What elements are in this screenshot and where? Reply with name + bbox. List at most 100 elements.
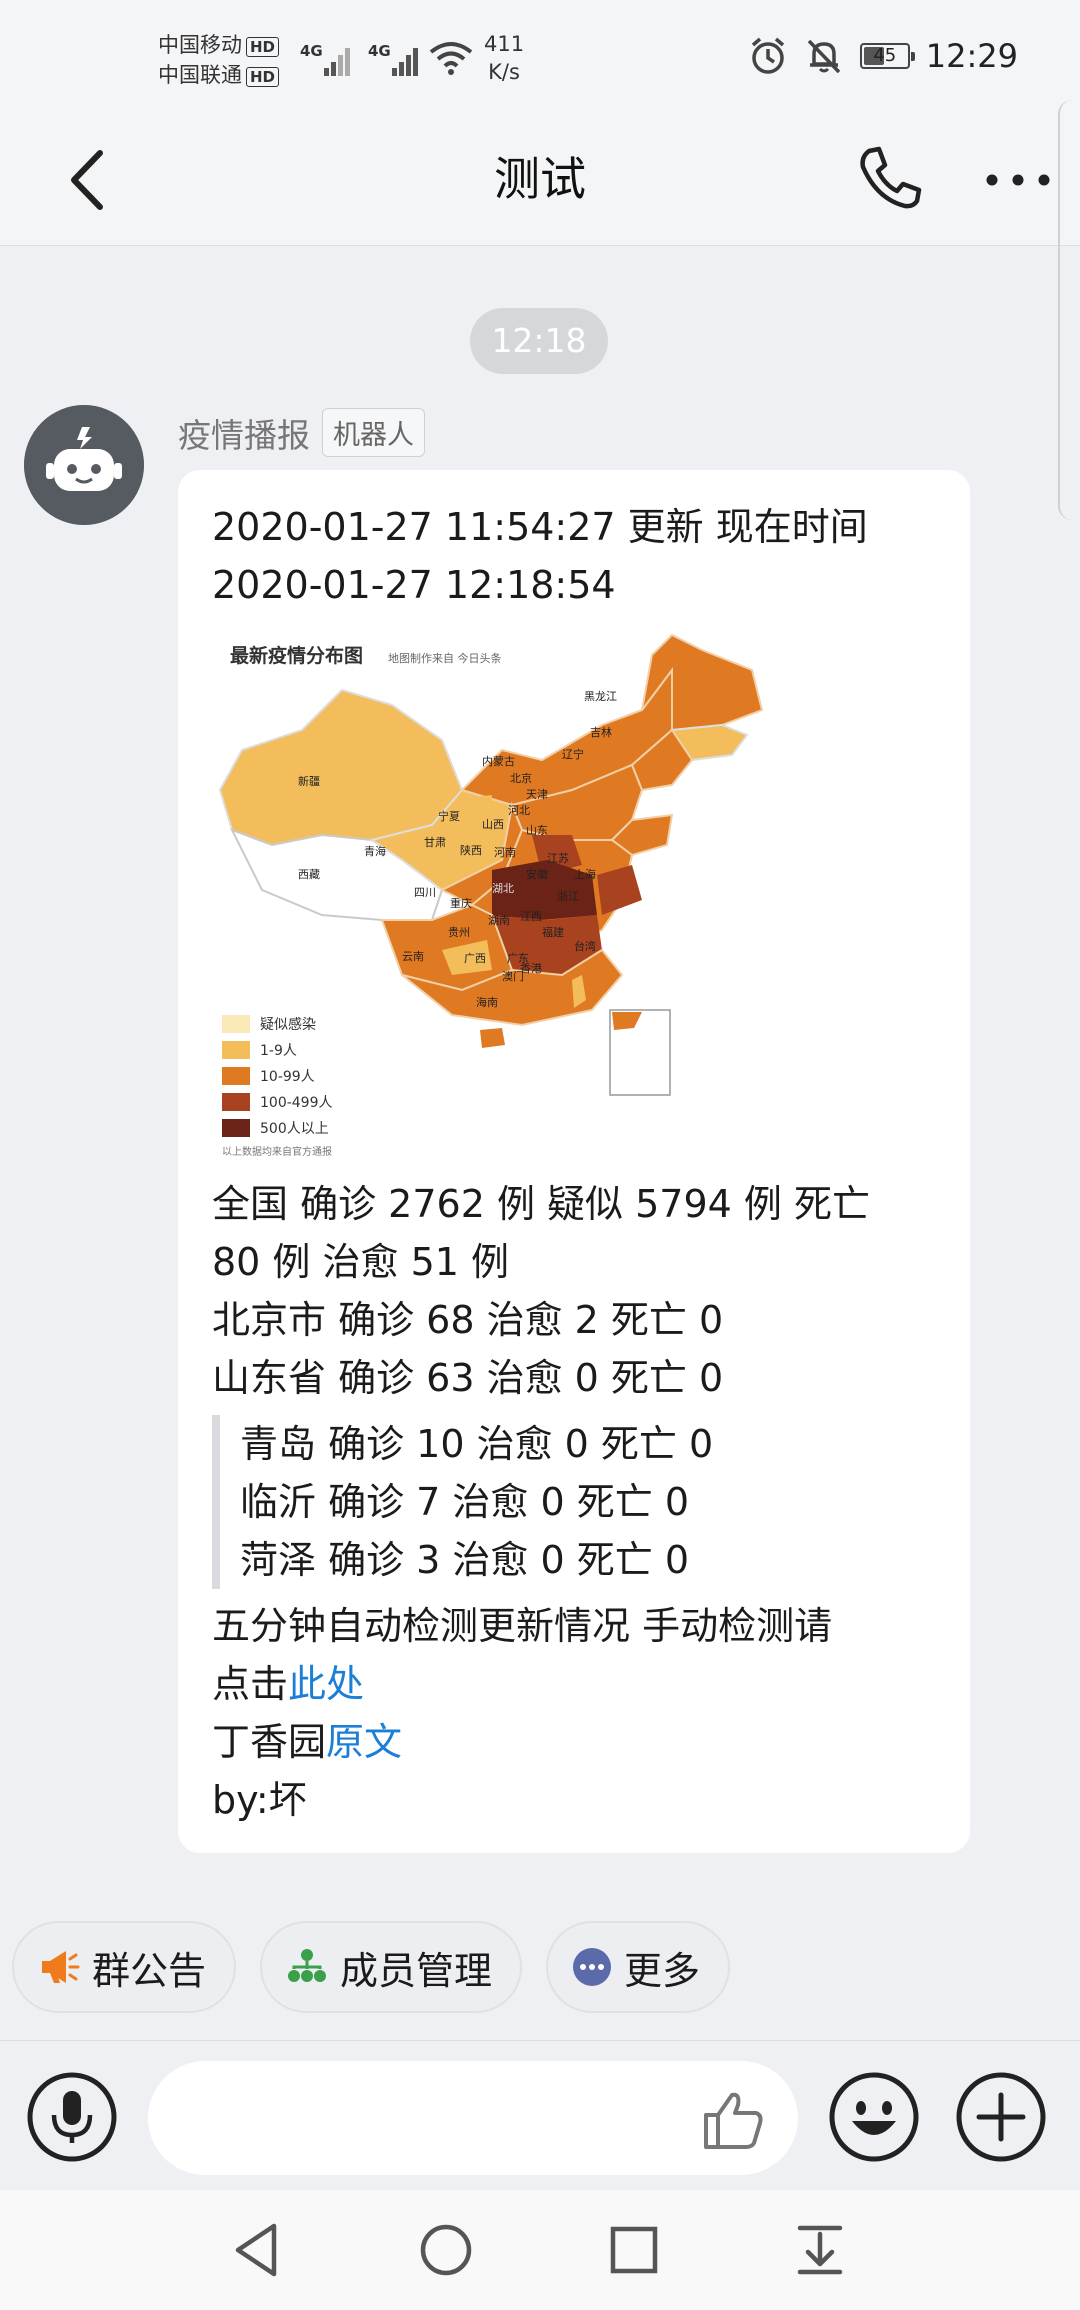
- label-jiangsu: 江苏: [547, 852, 569, 865]
- network-speed: 411 K/s: [484, 30, 524, 86]
- label-hunan: 湖南: [488, 914, 510, 927]
- legend-label-4: 100-499人: [260, 1095, 333, 1111]
- label-liaoning: 辽宁: [562, 747, 584, 761]
- legend-label-5: 500人以上: [260, 1121, 329, 1137]
- label-shanxi: 山西: [482, 818, 504, 831]
- national-stats-cont: 80 例 治愈 51 例: [212, 1240, 510, 1284]
- label-neimenggu: 内蒙古: [482, 754, 515, 768]
- robot-tag: 机器人: [322, 408, 425, 457]
- back-icon[interactable]: [60, 145, 120, 215]
- city-stats-linyi: 临沂 确诊 7 治愈 0 死亡 0: [240, 1480, 690, 1524]
- quick-actions: 群公告 成员管理 更多: [12, 1921, 731, 2013]
- robot-avatar[interactable]: [24, 405, 144, 525]
- label-taiwan: 台湾: [574, 939, 596, 953]
- current-time-line: 2020-01-27 12:18:54: [212, 563, 616, 607]
- click-line: 点击此处: [212, 1655, 936, 1713]
- back-triangle-icon[interactable]: [228, 2220, 284, 2280]
- label-fujian: 福建: [542, 925, 564, 939]
- dxy-line: 丁香园原文: [212, 1713, 936, 1771]
- label-heilongjiang: 黑龙江: [584, 690, 617, 703]
- legend-swatch-1: [222, 1015, 250, 1033]
- label-zhejiang: 浙江: [557, 890, 579, 903]
- label-xizang: 西藏: [298, 868, 320, 881]
- battery-level: 45: [873, 45, 897, 66]
- wifi-icon: [429, 42, 473, 75]
- carrier-1: 中国移动: [158, 33, 242, 57]
- click-here-link[interactable]: 此处: [288, 1662, 365, 1706]
- legend-label-3: 10-99人: [260, 1069, 315, 1085]
- emoji-icon[interactable]: [828, 2071, 920, 2163]
- message-bubble[interactable]: 2020-01-27 11:54:27 更新 现在时间 2020-01-27 1…: [178, 470, 970, 1853]
- speed-value: 411: [484, 32, 525, 56]
- label-jilin: 吉林: [590, 725, 612, 739]
- notification-pull-icon[interactable]: [792, 2220, 848, 2280]
- group-announcement-label: 群公告: [92, 1948, 207, 1993]
- status-bar: 中国移动 HD 中国联通 HD 4G 4G 411 K/s 45: [0, 0, 1080, 115]
- battery-fill: [863, 47, 884, 65]
- thumbs-up-icon[interactable]: [698, 2085, 768, 2155]
- member-management-label: 成员管理: [340, 1948, 493, 1993]
- map-title: 最新疫情分布图: [230, 644, 363, 667]
- legend-swatch-3: [222, 1067, 250, 1085]
- system-navigation-bar: [0, 2190, 1080, 2310]
- label-guizhou: 贵州: [448, 926, 470, 939]
- label-shaanxi: 陕西: [460, 843, 482, 857]
- dxy-prefix: 丁香园: [212, 1720, 327, 1764]
- hd-badge: HD: [246, 67, 280, 87]
- label-guangdong: 广东: [507, 952, 529, 965]
- update-time-line: 2020-01-27 11:54:27 更新 现在时间: [212, 505, 868, 549]
- map-subtitle: 地图制作来自 今日头条: [388, 651, 502, 665]
- region-south: [401, 948, 624, 1027]
- home-circle-icon[interactable]: [416, 2220, 476, 2280]
- region-hainan: [480, 1028, 505, 1048]
- label-shandong: 山东: [526, 824, 548, 837]
- chat-title: 测试: [494, 152, 586, 206]
- signal-icon: 4G: [300, 42, 350, 76]
- microphone-icon[interactable]: [26, 2071, 118, 2163]
- author-line: by:坏: [212, 1778, 307, 1822]
- label-aomen: 澳门: [502, 969, 524, 983]
- auto-check-text: 五分钟自动检测更新情况 手动检测请: [212, 1604, 833, 1648]
- scroll-indicator[interactable]: [1058, 100, 1080, 520]
- status-right: 45 12:29: [748, 36, 1018, 76]
- legend-label-1: 疑似感染: [260, 1016, 316, 1033]
- more-actions-label: 更多: [624, 1948, 701, 1993]
- label-beijing: 北京: [510, 771, 532, 785]
- label-chongqing: 重庆: [450, 896, 472, 910]
- region-heilongjiang: [641, 633, 764, 732]
- more-icon[interactable]: [980, 165, 1060, 195]
- mute-icon: [807, 39, 841, 74]
- epidemic-map-image[interactable]: 最新疫情分布图 地图制作来自 今日头条 新疆 西藏 青海 甘肃 内蒙: [202, 630, 942, 1175]
- region-ningxia-fill: [464, 795, 492, 830]
- message-input-bar: [0, 2040, 1080, 2191]
- label-tianjin: 天津: [526, 788, 548, 801]
- phone-icon[interactable]: [855, 143, 925, 213]
- label-ningxia: 宁夏: [438, 809, 460, 823]
- message-input[interactable]: [148, 2061, 798, 2175]
- label-sichuan: 四川: [414, 886, 436, 899]
- legend-label-2: 1-9人: [260, 1043, 297, 1059]
- label-hainan: 海南: [476, 995, 498, 1009]
- city-stats-qingdao: 青岛 确诊 10 治愈 0 死亡 0: [240, 1422, 714, 1466]
- source-link[interactable]: 原文: [326, 1720, 403, 1764]
- plus-icon[interactable]: [955, 2071, 1047, 2163]
- region-guizhou: [442, 940, 492, 975]
- sender-row: 疫情播报 机器人: [178, 408, 425, 457]
- shandong-stats: 山东省 确诊 63 治愈 0 死亡 0: [212, 1356, 724, 1400]
- alarm-icon: [751, 37, 784, 74]
- more-dots-icon: [573, 1948, 612, 1986]
- member-management-button[interactable]: 成员管理: [260, 1921, 523, 2013]
- label-qinghai: 青海: [364, 844, 386, 858]
- city-stats-quote: 青岛 确诊 10 治愈 0 死亡 0 临沂 确诊 7 治愈 0 死亡 0 菏泽 …: [212, 1415, 936, 1589]
- legend-swatch-2: [222, 1041, 250, 1059]
- recents-square-icon[interactable]: [606, 2220, 662, 2280]
- region-taiwan: [572, 975, 586, 1008]
- group-announcement-button[interactable]: 群公告: [12, 1921, 237, 2013]
- clock: 12:29: [925, 37, 1018, 75]
- label-hubei: 湖北: [492, 882, 514, 895]
- more-actions-button[interactable]: 更多: [546, 1921, 731, 2013]
- label-jiangxi: 江西: [520, 910, 542, 923]
- label-hebei: 河北: [508, 804, 530, 817]
- click-prefix: 点击: [212, 1662, 289, 1706]
- legend-swatch-5: [222, 1119, 250, 1137]
